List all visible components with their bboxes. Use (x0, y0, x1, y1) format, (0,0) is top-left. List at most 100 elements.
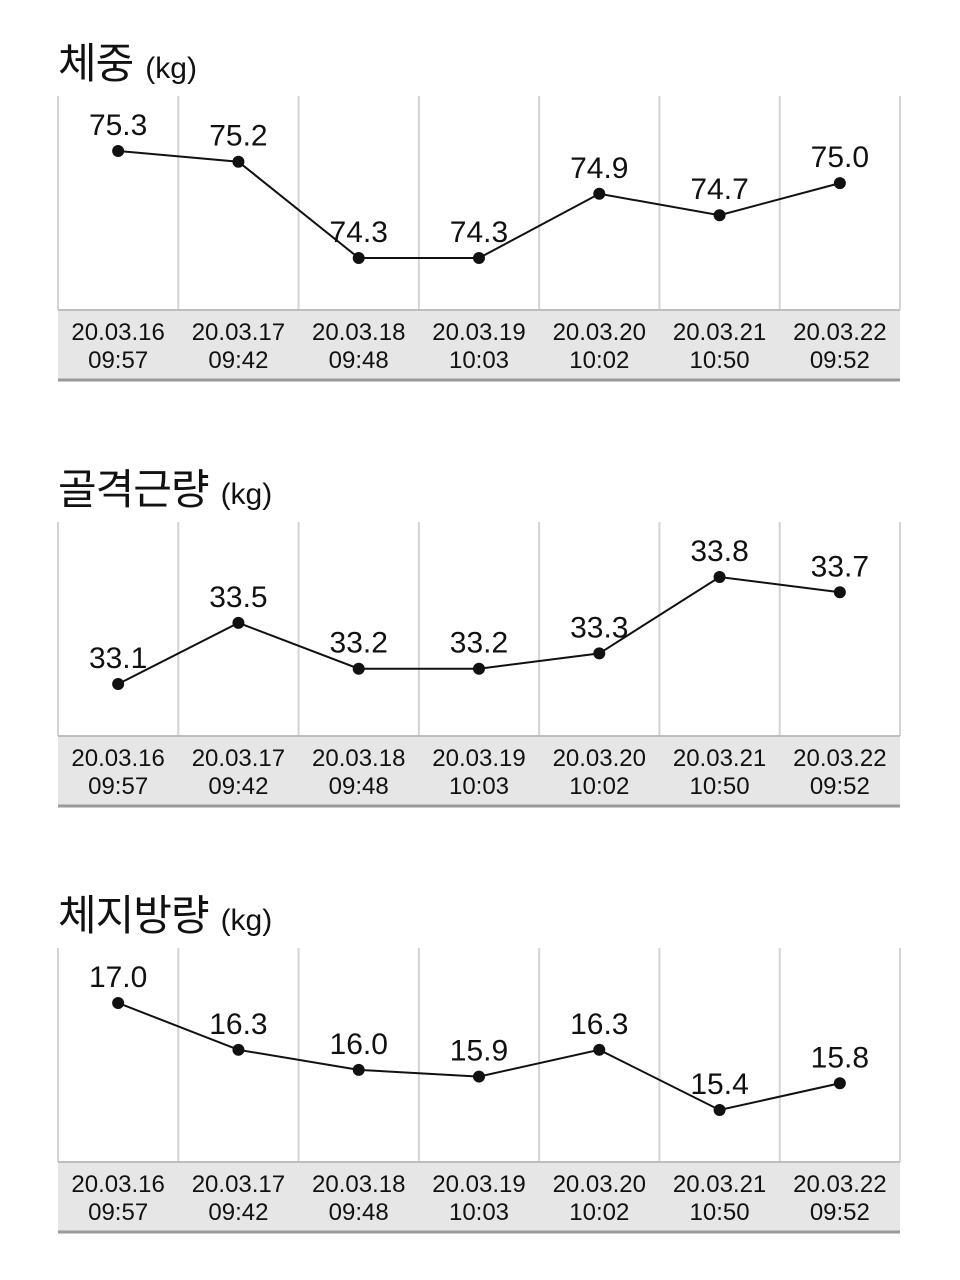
data-label: 33.7 (811, 550, 869, 583)
tick-date: 20.03.22 (793, 745, 886, 772)
tick-date: 20.03.20 (553, 319, 646, 346)
data-point (232, 616, 245, 629)
data-point (352, 252, 365, 264)
data-point (352, 662, 365, 675)
tick-date: 20.03.21 (673, 319, 766, 346)
data-label: 75.0 (811, 141, 869, 174)
chart-unit: (kg) (220, 478, 273, 511)
data-point (833, 177, 846, 190)
x-tick-label: 20.03.21 10:50 (673, 319, 766, 374)
data-point (713, 571, 726, 583)
data-label: 15.4 (690, 1068, 748, 1101)
tick-time: 09:57 (88, 773, 148, 800)
x-tick-label: 20.03.17 09:42 (192, 745, 285, 800)
tick-time: 09:52 (810, 347, 870, 374)
data-label: 33.2 (450, 627, 508, 660)
tick-time: 09:48 (329, 773, 389, 800)
data-point (112, 678, 125, 690)
tick-date: 20.03.22 (793, 1171, 886, 1198)
tick-time: 09:42 (208, 1199, 268, 1226)
x-tick-label: 20.03.20 10:02 (553, 745, 646, 800)
tick-time: 10:03 (449, 773, 509, 800)
tick-time: 10:02 (569, 1199, 629, 1226)
data-point (713, 1104, 726, 1116)
data-label: 33.5 (209, 581, 267, 614)
data-label: 16.3 (209, 1008, 267, 1041)
tick-time: 09:48 (329, 347, 389, 374)
tick-date: 20.03.17 (192, 1171, 285, 1198)
x-tick-label: 20.03.18 09:48 (312, 319, 405, 374)
data-label: 75.3 (89, 109, 147, 142)
chart-title-text: 골격근량 (58, 465, 210, 514)
tick-time: 10:50 (690, 773, 750, 800)
data-label: 16.0 (330, 1028, 388, 1061)
data-point (833, 1077, 846, 1090)
data-label: 33.2 (330, 627, 388, 660)
x-tick-label: 20.03.17 09:42 (192, 319, 285, 374)
tick-time: 10:02 (569, 347, 629, 374)
tick-date: 20.03.18 (312, 1171, 405, 1198)
x-tick-label: 20.03.16 09:57 (71, 319, 164, 374)
tick-date: 20.03.22 (793, 319, 886, 346)
tick-date: 20.03.20 (553, 1171, 646, 1198)
tick-time: 10:50 (690, 347, 750, 374)
tick-time: 09:42 (208, 773, 268, 800)
chart-title-text: 체지방량 (58, 891, 210, 940)
data-label: 16.3 (570, 1008, 628, 1041)
data-point (112, 145, 125, 157)
x-tick-label: 20.03.21 10:50 (673, 1171, 766, 1226)
x-tick-label: 20.03.20 10:02 (553, 319, 646, 374)
x-tick-label: 20.03.18 09:48 (312, 1171, 405, 1226)
x-tick-label: 20.03.22 09:52 (793, 319, 886, 374)
tick-date: 20.03.16 (71, 1171, 164, 1198)
data-point (833, 586, 846, 599)
x-tick-label: 20.03.22 09:52 (793, 745, 886, 800)
data-point (593, 187, 606, 200)
data-label: 74.9 (570, 152, 628, 185)
tick-time: 09:52 (810, 773, 870, 800)
x-axis-band (58, 736, 900, 806)
x-tick-label: 20.03.18 09:48 (312, 745, 405, 800)
data-label: 74.3 (330, 216, 388, 249)
chart-unit: (kg) (220, 904, 273, 937)
tick-time: 09:57 (88, 347, 148, 374)
data-point (352, 1063, 365, 1076)
data-label: 17.0 (89, 961, 147, 994)
data-label: 75.2 (209, 120, 267, 153)
x-tick-label: 20.03.19 10:03 (432, 745, 525, 800)
data-point (473, 662, 485, 675)
tick-time: 09:52 (810, 1199, 870, 1226)
x-tick-label: 20.03.16 09:57 (71, 745, 164, 800)
tick-date: 20.03.17 (192, 319, 285, 346)
data-label: 33.8 (690, 535, 748, 568)
data-point (593, 647, 606, 660)
x-tick-label: 20.03.21 10:50 (673, 745, 766, 800)
x-tick-label: 20.03.19 10:03 (432, 1171, 525, 1226)
tick-date: 20.03.19 (432, 1171, 525, 1198)
x-tick-label: 20.03.22 09:52 (793, 1171, 886, 1226)
tick-date: 20.03.20 (553, 745, 646, 772)
data-point (232, 155, 245, 168)
x-tick-label: 20.03.19 10:03 (432, 319, 525, 374)
tick-time: 10:50 (690, 1199, 750, 1226)
x-axis-band (58, 310, 900, 380)
data-point (473, 252, 485, 264)
data-label: 33.1 (89, 642, 147, 675)
tick-date: 20.03.16 (71, 745, 164, 772)
tick-time: 10:03 (449, 1199, 509, 1226)
chart-unit: (kg) (145, 52, 197, 85)
chart-title: 골격근량 (kg) (58, 456, 272, 517)
data-point (112, 997, 125, 1009)
tick-date: 20.03.16 (71, 319, 164, 346)
x-tick-label: 20.03.20 10:02 (553, 1171, 646, 1226)
x-tick-label: 20.03.16 09:57 (71, 1171, 164, 1226)
tick-time: 10:03 (449, 347, 509, 374)
tick-time: 09:42 (208, 347, 268, 374)
tick-date: 20.03.18 (312, 745, 405, 772)
tick-date: 20.03.21 (673, 1171, 766, 1198)
data-point (713, 209, 726, 222)
data-label: 33.3 (570, 611, 628, 644)
x-tick-label: 20.03.17 09:42 (192, 1171, 285, 1226)
